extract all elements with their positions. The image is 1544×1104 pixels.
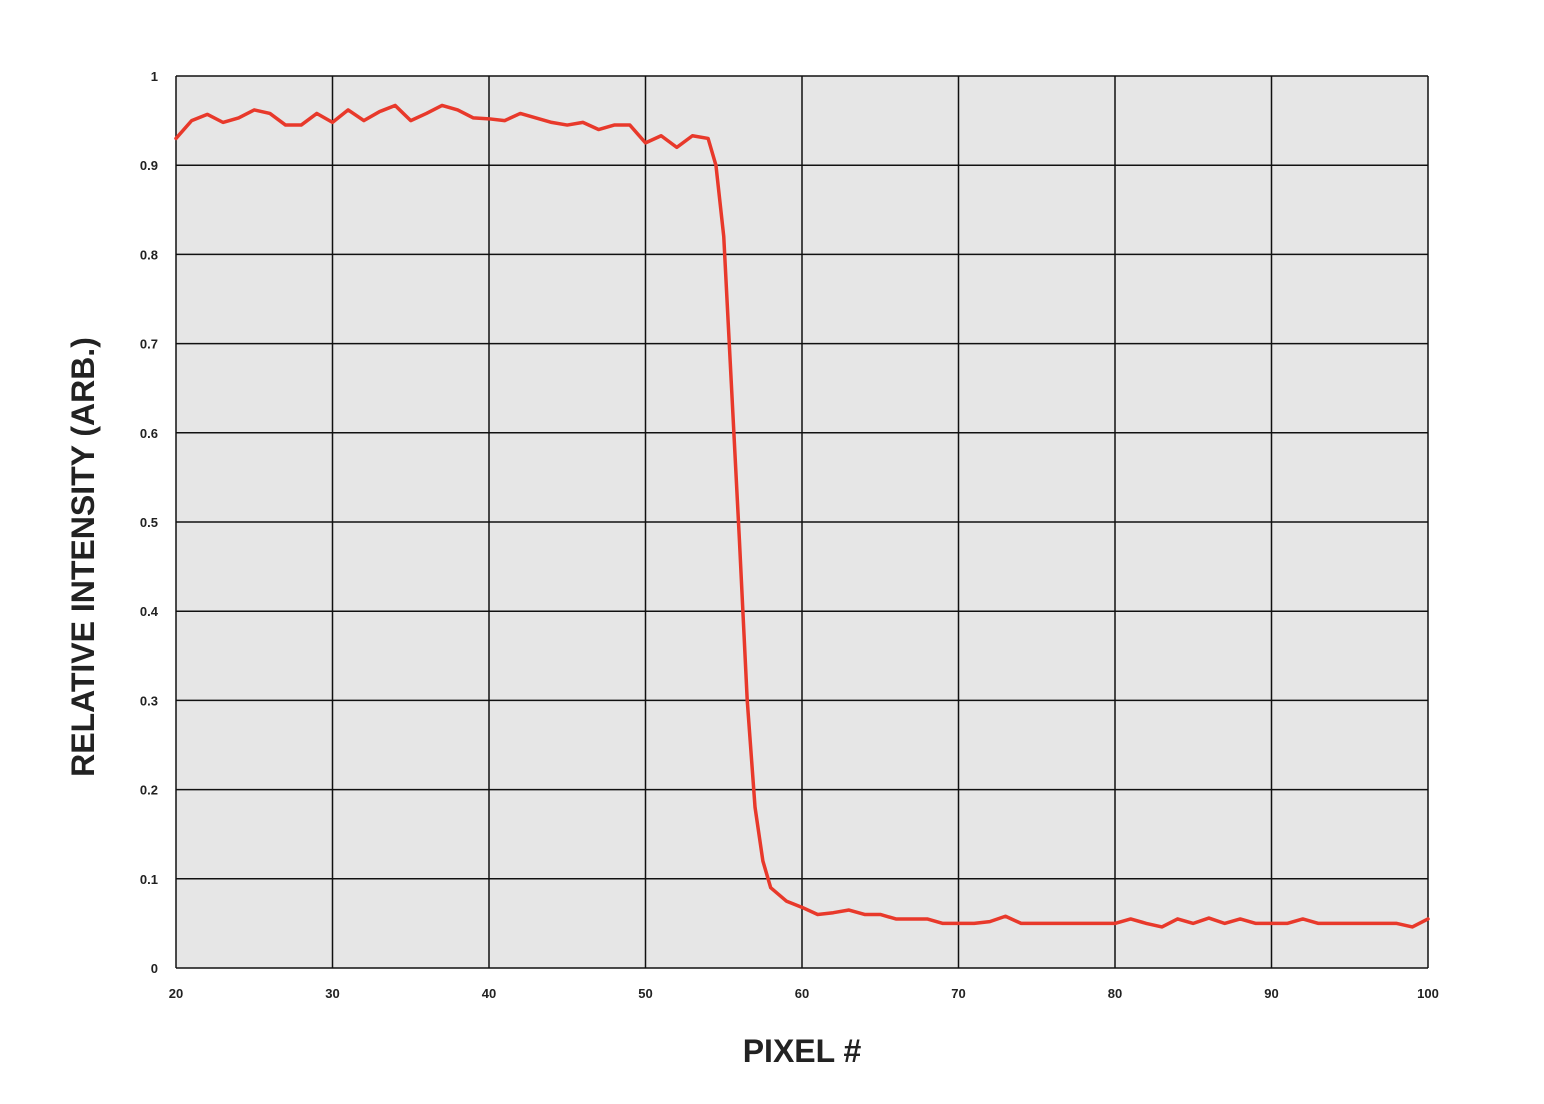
y-axis-title: RELATIVE INTENSITY (ARB.) [65, 337, 101, 777]
y-tick-label: 0.2 [140, 783, 158, 798]
x-tick-label: 90 [1264, 986, 1278, 1001]
x-tick-label: 40 [482, 986, 496, 1001]
x-tick-label: 30 [325, 986, 339, 1001]
y-tick-label: 0.1 [140, 872, 158, 887]
x-tick-label: 80 [1108, 986, 1122, 1001]
x-tick-label: 20 [169, 986, 183, 1001]
y-tick-label: 0.8 [140, 247, 158, 262]
y-tick-label: 0.5 [140, 515, 158, 530]
y-tick-label: 0.6 [140, 426, 158, 441]
y-tick-label: 0.7 [140, 337, 158, 352]
y-tick-label: 1 [151, 69, 158, 84]
line [174, 103, 1430, 929]
y-tick-label: 0.4 [140, 604, 159, 619]
x-tick-label: 60 [795, 986, 809, 1001]
x-tick-label: 100 [1417, 986, 1439, 1001]
x-tick-label: 70 [951, 986, 965, 1001]
y-tick-label: 0 [151, 961, 158, 976]
x-tick-label: 50 [638, 986, 652, 1001]
y-tick-label: 0.3 [140, 693, 158, 708]
y-tick-label: 0.9 [140, 158, 158, 173]
x-axis-title: PIXEL # [743, 1033, 862, 1069]
